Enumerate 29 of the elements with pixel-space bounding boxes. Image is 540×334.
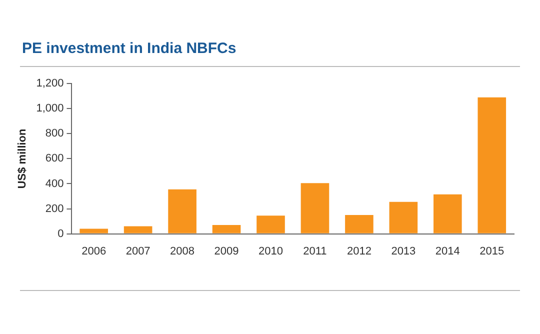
x-tick-label: 2009: [214, 245, 239, 258]
bar: [124, 226, 152, 234]
x-tick-label: 2013: [391, 245, 416, 258]
y-tick-label: 0: [58, 228, 64, 240]
x-tick-label: 2015: [480, 245, 504, 258]
bar: [168, 189, 196, 234]
x-tick-label: 2008: [170, 245, 195, 258]
bar: [389, 202, 418, 234]
x-tick-label: 2012: [346, 245, 372, 258]
y-tick-label: 1,200: [36, 78, 64, 90]
bar: [300, 183, 330, 234]
x-tick-label: 2007: [126, 245, 150, 258]
y-tick-label: 1,000: [36, 102, 64, 115]
y-axis-title: US$ million: [16, 128, 29, 189]
bar: [80, 228, 108, 234]
x-tick-label: 2014: [435, 245, 460, 258]
x-tick-label: 2011: [303, 245, 327, 258]
y-tick-label: 200: [45, 202, 64, 215]
y-tick-label: 400: [45, 178, 64, 190]
y-tick-label: 800: [45, 128, 64, 140]
x-tick-label: 2006: [82, 245, 106, 258]
bar: [478, 97, 506, 234]
x-tick-label: 2010: [258, 245, 283, 258]
bar: [256, 216, 285, 234]
chart-title: PE investment in India NBFCs: [22, 40, 236, 57]
bar: [345, 215, 374, 234]
y-tick-label: 600: [45, 152, 64, 165]
bar: [212, 225, 241, 234]
bar: [434, 194, 462, 234]
